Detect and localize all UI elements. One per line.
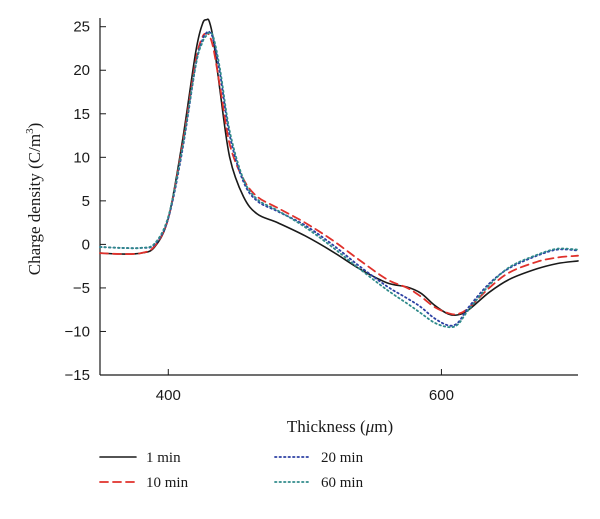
legend: 1 min 10 min 20 min 60 min bbox=[99, 450, 364, 491]
plot-frame bbox=[99, 18, 578, 376]
y-tick-label: 15 bbox=[73, 106, 90, 123]
series-line-60-min bbox=[99, 31, 579, 329]
x-tick-label: 600 bbox=[429, 387, 454, 404]
y-tick-label: 25 bbox=[73, 19, 90, 36]
series-line-20-min bbox=[99, 30, 579, 327]
series-line-10-min bbox=[99, 32, 579, 316]
y-axis-ticks: −15 −10 −5 0 5 10 15 20 25 bbox=[65, 19, 106, 384]
legend-label: 20 min bbox=[321, 450, 364, 466]
y-tick-label: 5 bbox=[82, 193, 90, 210]
y-tick-label: −15 bbox=[65, 367, 90, 384]
x-axis-ticks: 400 600 bbox=[156, 369, 454, 404]
legend-label: 60 min bbox=[321, 475, 364, 491]
y-tick-label: 10 bbox=[73, 149, 90, 166]
y-tick-label: 20 bbox=[73, 62, 90, 79]
series-line-1-min bbox=[99, 18, 579, 317]
y-tick-label: 0 bbox=[82, 236, 90, 253]
y-axis-title: Charge density (C/m3) bbox=[24, 123, 44, 276]
legend-label: 1 min bbox=[146, 450, 181, 466]
y-tick-label: −10 bbox=[65, 323, 90, 340]
x-tick-label: 400 bbox=[156, 387, 181, 404]
x-axis-title: Thickness (μm) bbox=[287, 417, 393, 436]
legend-label: 10 min bbox=[146, 475, 189, 491]
y-tick-label: −5 bbox=[73, 280, 90, 297]
series-lines bbox=[99, 18, 579, 329]
